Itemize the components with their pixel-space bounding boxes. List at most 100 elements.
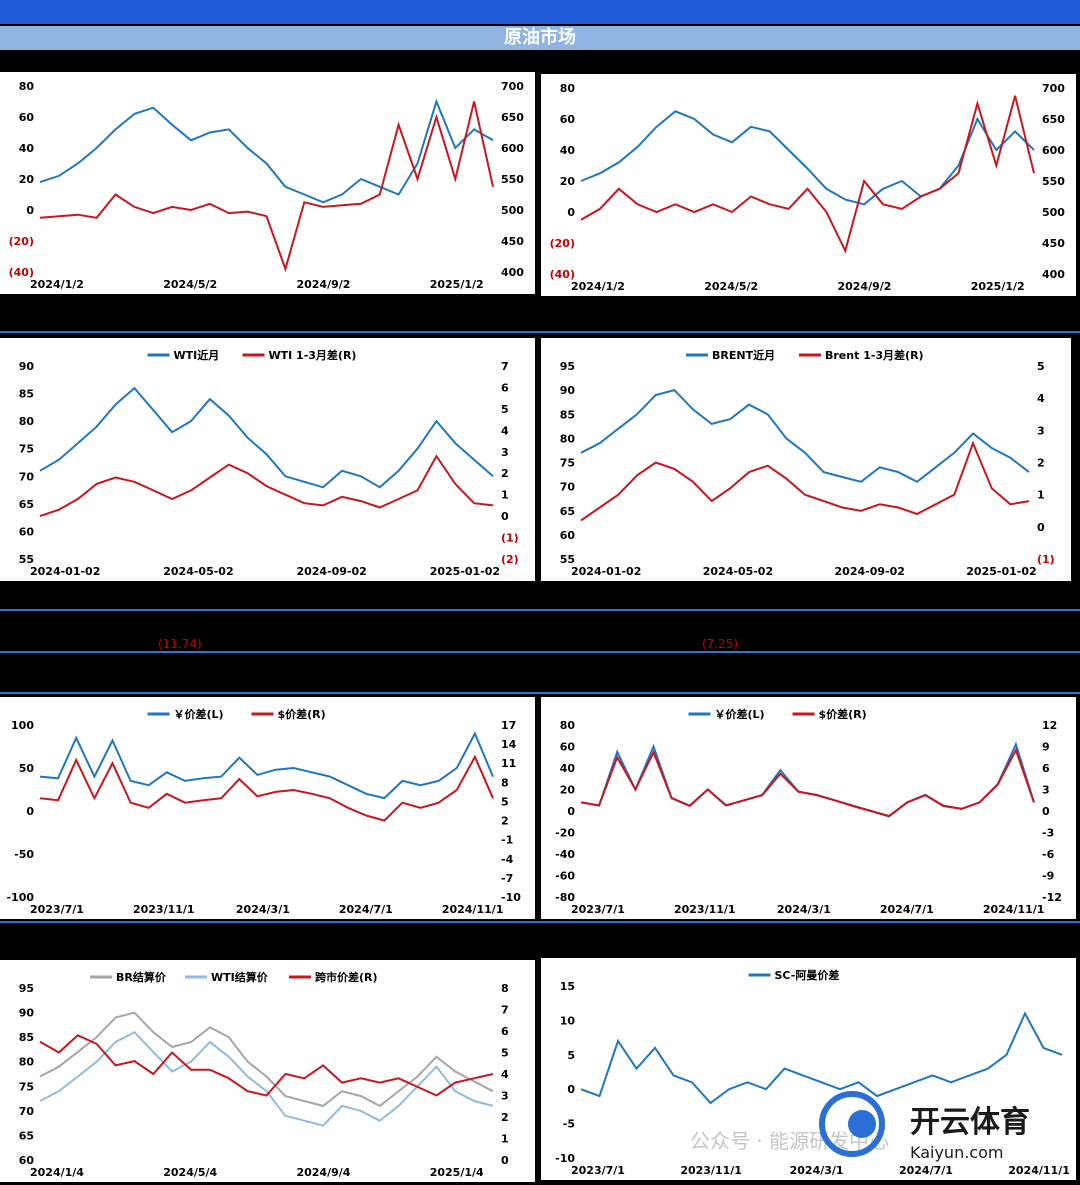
legend-label: $价差(R): [278, 707, 326, 721]
y-left-tick-label: -10: [555, 1152, 575, 1165]
y-left-tick-label: 60: [560, 741, 576, 754]
y-left-tick-label: -100: [6, 891, 34, 904]
y-left-tick-label: 80: [560, 719, 576, 732]
chart-c3: 908580757065605576543210(1)(2)2024-01-02…: [19, 348, 519, 578]
y-right-tick-label: 5: [1037, 360, 1045, 373]
y-left-tick-label: (40): [9, 266, 34, 279]
y-left-tick-label: 40: [560, 762, 576, 775]
y-right-tick-label: -4: [501, 853, 514, 866]
y-right-tick-label: 3: [501, 1090, 509, 1103]
chart-panel-6: 80 60 40 20 0 -20 -40 -60 -80 12 9 6 3 0 -3 -6 -9 -12 2023…: [541, 697, 1076, 919]
y-right-tick-label: -7: [501, 872, 513, 885]
y-right-tick-label: 8: [501, 776, 509, 789]
y-right-tick-label: -6: [1042, 848, 1055, 861]
y-right-tick-label: 6: [501, 1025, 509, 1038]
y-right-tick-label: 2: [501, 1111, 509, 1124]
chart-panel-7: 95 90 85 80 75 70 65 60 8 7 6 5 4 3 2 1 0 2024/1/4 2024/5/…: [0, 960, 535, 1182]
x-tick-label: 2024-01-02: [30, 565, 100, 578]
y-left-tick-label: 70: [19, 470, 35, 483]
x-tick-label: 2024/1/2: [571, 280, 625, 293]
y-left-tick-label: 75: [19, 443, 34, 456]
y-right-tick-label: 450: [501, 235, 524, 248]
y-left-tick-label: 85: [19, 1031, 34, 1044]
chart-c6: 80 60 40 20 0 -20 -40 -60 -80 12 9 6 3 0 -3 -6 -9 -12 2023…: [555, 707, 1062, 916]
legend-label: $价差(R): [819, 707, 867, 721]
y-right-tick-label: 0: [501, 1154, 509, 1167]
y-right-tick-label: 400: [1042, 268, 1065, 281]
series-line: [580, 388, 1030, 483]
y-left-tick-label: 65: [19, 498, 34, 511]
x-tick-label: 2025/1/2: [430, 278, 484, 291]
y-right-tick-label: 450: [1042, 237, 1065, 250]
y-right-tick-label: 6: [501, 381, 509, 394]
x-tick-label: 2024/11/1: [442, 903, 504, 916]
series-line: [580, 1011, 1063, 1105]
y-right-tick-label: 400: [501, 266, 524, 279]
y-left-tick-label: 90: [19, 1007, 35, 1020]
y-right-tick-label: 7: [501, 1004, 509, 1017]
x-tick-label: 2024/1/2: [30, 278, 84, 291]
y-left-tick-label: 65: [560, 505, 575, 518]
separator: [0, 609, 1080, 611]
y-right-tick-label: 4: [501, 424, 509, 437]
x-tick-label: 2024-05-02: [163, 565, 233, 578]
series-line: [580, 110, 1035, 206]
y-left-tick-label: 0: [567, 805, 575, 818]
x-tick-label: 2024/3/1: [790, 1164, 844, 1177]
spread-note-right: (7.25): [702, 637, 739, 651]
y-right-tick-label: 17: [501, 719, 516, 732]
x-tick-label: 2024/3/1: [236, 903, 290, 916]
y-left-tick-label: -60: [555, 870, 575, 883]
y-left-tick-label: 80: [560, 82, 576, 95]
y-left-tick-label: 75: [560, 457, 575, 470]
x-tick-label: 2024/9/2: [296, 278, 350, 291]
series-line: [580, 95, 1035, 254]
y-right-tick-label: 650: [1042, 113, 1065, 126]
y-right-tick-label: -1: [501, 834, 513, 847]
y-left-tick-label: 80: [19, 1056, 35, 1069]
y-right-tick-label: (1): [501, 532, 519, 545]
y-right-tick-label: -9: [1042, 870, 1054, 883]
series-line: [39, 386, 494, 489]
chart-panel-3: 90 85 80 75 70 65 60 55 7 6 5 4 3 2 1 0 (1) (2) 2024-01-02…: [0, 338, 535, 581]
top-bar: [0, 0, 1080, 24]
y-left-tick-label: 0: [567, 206, 575, 219]
x-tick-label: 2023/7/1: [571, 1164, 625, 1177]
y-left-tick-label: 40: [560, 144, 576, 157]
x-tick-label: 2024/7/1: [880, 903, 934, 916]
series-line: [39, 1011, 494, 1108]
x-tick-label: 2023/11/1: [674, 903, 736, 916]
y-right-tick-label: (2): [501, 553, 519, 566]
y-right-tick-label: 3: [1037, 424, 1045, 437]
logo-subtext: Kaiyun.com: [910, 1143, 1003, 1162]
y-left-tick-label: 20: [560, 175, 576, 188]
y-right-tick-label: 500: [501, 204, 524, 217]
y-left-tick-label: 0: [567, 1083, 575, 1096]
y-right-tick-label: -12: [1042, 891, 1062, 904]
y-right-tick-label: 700: [1042, 82, 1065, 95]
logo-text: 开云体育: [910, 1105, 1030, 1140]
separator: [0, 651, 1080, 653]
y-left-tick-label: 60: [19, 525, 35, 538]
y-left-tick-label: 70: [560, 481, 576, 494]
y-left-tick-label: (20): [550, 237, 575, 250]
y-right-tick-label: 2: [501, 467, 509, 480]
x-tick-label: 2024/9/4: [296, 1166, 350, 1179]
x-tick-label: 2023/7/1: [571, 903, 625, 916]
x-tick-label: 2024-09-02: [835, 565, 905, 578]
legend-label: BRENT近月: [712, 348, 775, 362]
chart-c1: 80 60 40 20 0 (20) (40) 700 650 600 550 500 450 400 20…: [9, 80, 525, 291]
y-right-tick-label: 3: [1042, 784, 1050, 797]
y-left-tick-label: 20: [19, 173, 35, 186]
legend-label: BR结算价: [116, 970, 167, 984]
x-tick-label: 2023/11/1: [133, 903, 195, 916]
y-right-tick-label: 7: [501, 360, 509, 373]
y-left-tick-label: 15: [560, 980, 575, 993]
y-left-tick-label: 0: [26, 805, 34, 818]
x-tick-label: 2023/11/1: [680, 1164, 742, 1177]
x-tick-label: 2024/11/1: [1008, 1164, 1070, 1177]
x-tick-label: 2024/7/1: [899, 1164, 953, 1177]
y-right-tick-label: (1): [1037, 553, 1055, 566]
x-tick-label: 2024/1/4: [30, 1166, 84, 1179]
